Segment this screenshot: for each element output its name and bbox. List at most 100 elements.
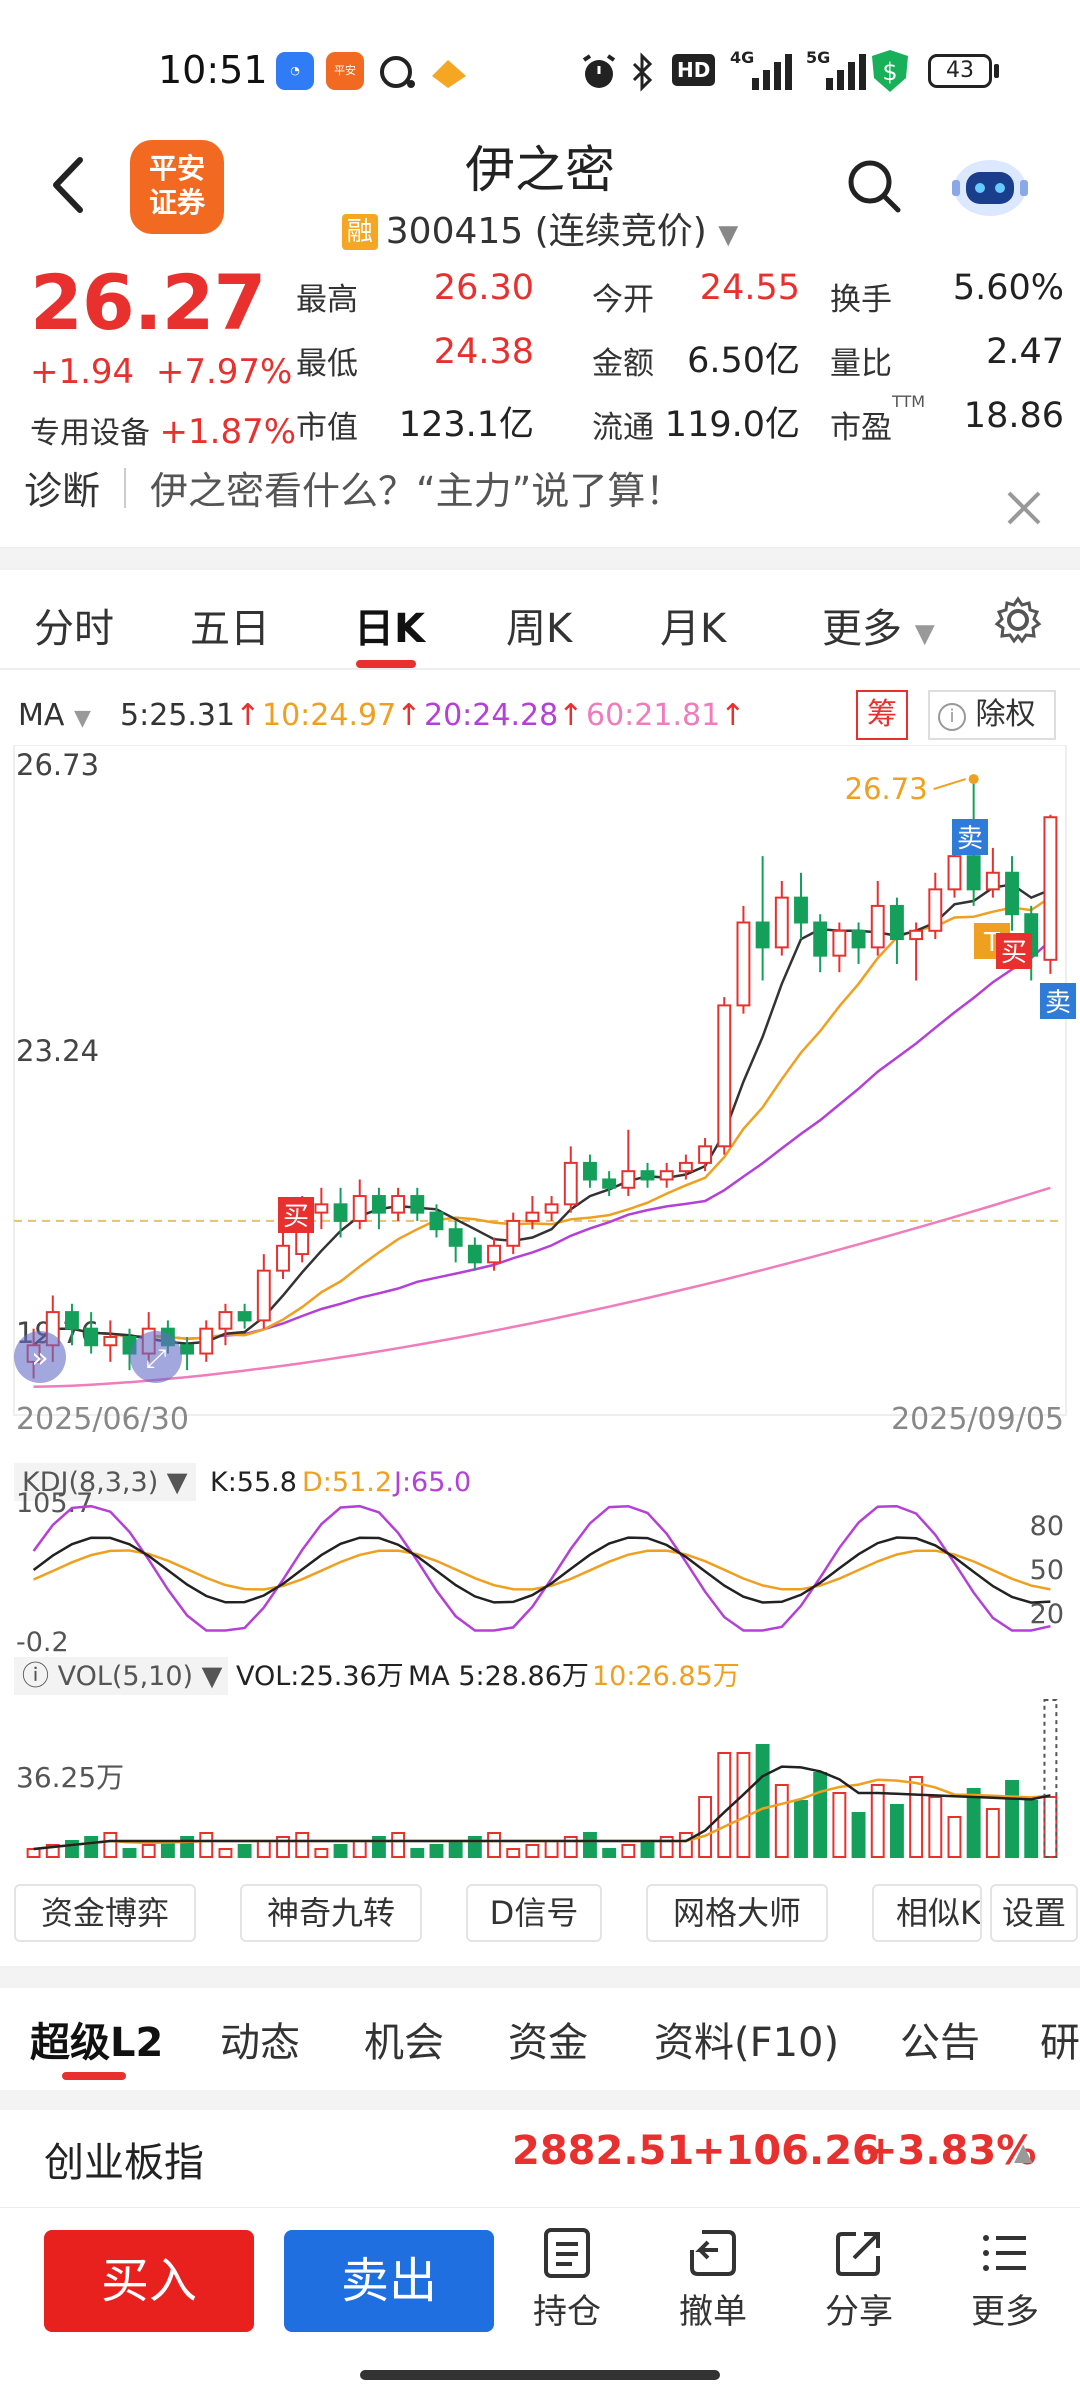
tab-daily-k[interactable]: 日K xyxy=(354,606,425,652)
network-5g-label: 5G xyxy=(806,48,831,67)
quote-value: 24.55 xyxy=(699,268,800,308)
date-end-label: 2025/09/05 xyxy=(891,1402,1064,1437)
tab-opportunity[interactable]: 机会 xyxy=(364,2020,444,2066)
kline-chart[interactable]: 26.7323.2419.762025/06/302025/09/0526.73… xyxy=(0,745,1080,1865)
volume-bar xyxy=(583,1832,597,1858)
more-button[interactable]: 更多 xyxy=(950,2228,1060,2333)
tab-news[interactable]: 动态 xyxy=(220,2020,300,2066)
sell-marker-2: 卖 xyxy=(1045,988,1071,1018)
candle-body xyxy=(1043,816,1058,961)
kdj-label: KDJ(8,3,3) ▼ xyxy=(22,1467,188,1498)
search-icon[interactable] xyxy=(846,158,902,214)
volume-bar xyxy=(256,1840,271,1858)
tab-weekly-k[interactable]: 周K xyxy=(506,606,573,652)
share-icon xyxy=(836,2232,880,2276)
settings-gear-icon[interactable] xyxy=(994,596,1042,644)
price-change: +1.94 +7.97% xyxy=(30,352,292,392)
vol-ma5-line xyxy=(33,1765,1051,1851)
ma-selector[interactable]: MA ▼ xyxy=(18,698,91,733)
max-price-dot xyxy=(968,774,979,785)
battery-tip xyxy=(994,64,999,78)
tab-capital[interactable]: 资金 xyxy=(508,2020,588,2066)
ma10-line xyxy=(32,896,1052,1347)
buy-button[interactable]: 买入 xyxy=(44,2230,254,2332)
candle-body xyxy=(218,1311,233,1330)
tab-intraday[interactable]: 分时 xyxy=(34,606,114,652)
quote-label: 最低 xyxy=(296,346,358,382)
tab-super-l2[interactable]: 超级L2 xyxy=(30,2020,164,2066)
up-arrow-icon: ↑ xyxy=(720,698,746,733)
quote-label: 市盈 xyxy=(830,410,892,446)
tab-f10[interactable]: 资料(F10) xyxy=(654,2020,840,2066)
fullscreen-icon: ⤢ xyxy=(146,1344,167,1374)
sector-info[interactable]: 专用设备 +1.87% xyxy=(30,408,296,452)
index-ticker[interactable]: 创业板指 2882.51 +106.26 +3.83% ▲ xyxy=(0,2110,1080,2208)
t-marker: T xyxy=(983,928,1000,958)
volume-bar xyxy=(966,1788,981,1858)
volume-bar xyxy=(544,1840,559,1858)
tool-d-signal[interactable]: D信号 xyxy=(466,1884,602,1942)
diagnosis-text: 伊之密看什么？“主力”说了算！ xyxy=(150,469,684,513)
alarm-icon xyxy=(582,54,616,88)
tool-settings[interactable]: 设置 xyxy=(990,1884,1078,1942)
tab-announcement[interactable]: 公告 xyxy=(900,2020,980,2066)
tab-more[interactable]: 更多 ▼ xyxy=(822,596,935,654)
tool-magic-nine[interactable]: 神奇九转 xyxy=(240,1884,422,1942)
volume-bar xyxy=(736,1752,751,1858)
expand-bubble xyxy=(14,1331,66,1383)
buy-marker: 买 xyxy=(283,1202,309,1232)
candle-body xyxy=(832,929,847,957)
kdj-d-line xyxy=(33,1549,1051,1591)
tab-underline xyxy=(62,2072,126,2080)
more-label: 更多 xyxy=(971,2292,1039,2332)
sell-button[interactable]: 卖出 xyxy=(284,2230,494,2332)
candle-body xyxy=(84,1327,99,1347)
ex-right-button[interactable]: i 除权 xyxy=(928,690,1056,740)
sell-marker-2-bg xyxy=(1040,983,1076,1019)
close-icon[interactable] xyxy=(1006,490,1042,526)
volume-bar xyxy=(180,1836,195,1858)
tab-monthly-k[interactable]: 月K xyxy=(660,606,727,652)
candle-body xyxy=(276,1244,290,1272)
back-icon[interactable] xyxy=(40,150,100,220)
volume-bar xyxy=(909,1776,924,1858)
tool-similar-k[interactable]: 相似K xyxy=(872,1884,982,1942)
kdj-k-line xyxy=(32,1536,1051,1604)
caret-up-icon[interactable]: ▲ xyxy=(1014,2138,1033,2166)
candle-body xyxy=(180,1344,195,1355)
hd-icon: HD xyxy=(672,54,716,86)
cancel-order-icon xyxy=(690,2230,736,2276)
diagnosis-banner[interactable]: 诊断 伊之密看什么？“主力”说了算！ xyxy=(0,456,1080,548)
signal-icon xyxy=(752,54,792,90)
volume-bar xyxy=(1043,1796,1058,1858)
volume-bar xyxy=(870,1784,885,1858)
pingan-notification-icon: 平安 xyxy=(326,52,364,90)
cancel-order-button[interactable]: 撤单 xyxy=(658,2228,768,2333)
ai-assistant-icon[interactable] xyxy=(950,150,1030,220)
svg-text:$: $ xyxy=(882,58,897,86)
kdj-level-2: 20 xyxy=(1030,1599,1064,1630)
battery-level: 43 xyxy=(946,58,974,83)
tab-research[interactable]: 研 xyxy=(1040,2020,1080,2066)
double-arrow-icon: » xyxy=(31,1341,48,1374)
chips-button[interactable]: 筹 xyxy=(856,690,908,740)
quote-label: 最高 xyxy=(296,282,358,318)
candle-body xyxy=(448,1228,463,1247)
ttm-label: TTM xyxy=(892,392,926,411)
tab-five-day[interactable]: 五日 xyxy=(190,606,270,652)
info-icon: i xyxy=(938,703,966,731)
tool-capital-game[interactable]: 资金博弈 xyxy=(14,1884,196,1942)
volume-bar xyxy=(659,1836,674,1858)
volume-bar xyxy=(851,1812,866,1858)
volume-bar xyxy=(813,1772,828,1858)
volume-bar xyxy=(794,1800,808,1858)
security-shield-icon: $ xyxy=(872,50,908,92)
buy-marker-bg xyxy=(278,1197,314,1233)
holdings-button[interactable]: 持仓 xyxy=(512,2228,622,2333)
stock-code-selector[interactable]: 融 300415 (连续竞价) ▼ xyxy=(0,202,1080,254)
volume-bar xyxy=(429,1844,444,1858)
share-button[interactable]: 分享 xyxy=(804,2228,914,2333)
diagnosis-label: 诊断 xyxy=(24,469,101,513)
tool-grid-master[interactable]: 网格大师 xyxy=(646,1884,828,1942)
candle-body xyxy=(985,871,1000,891)
